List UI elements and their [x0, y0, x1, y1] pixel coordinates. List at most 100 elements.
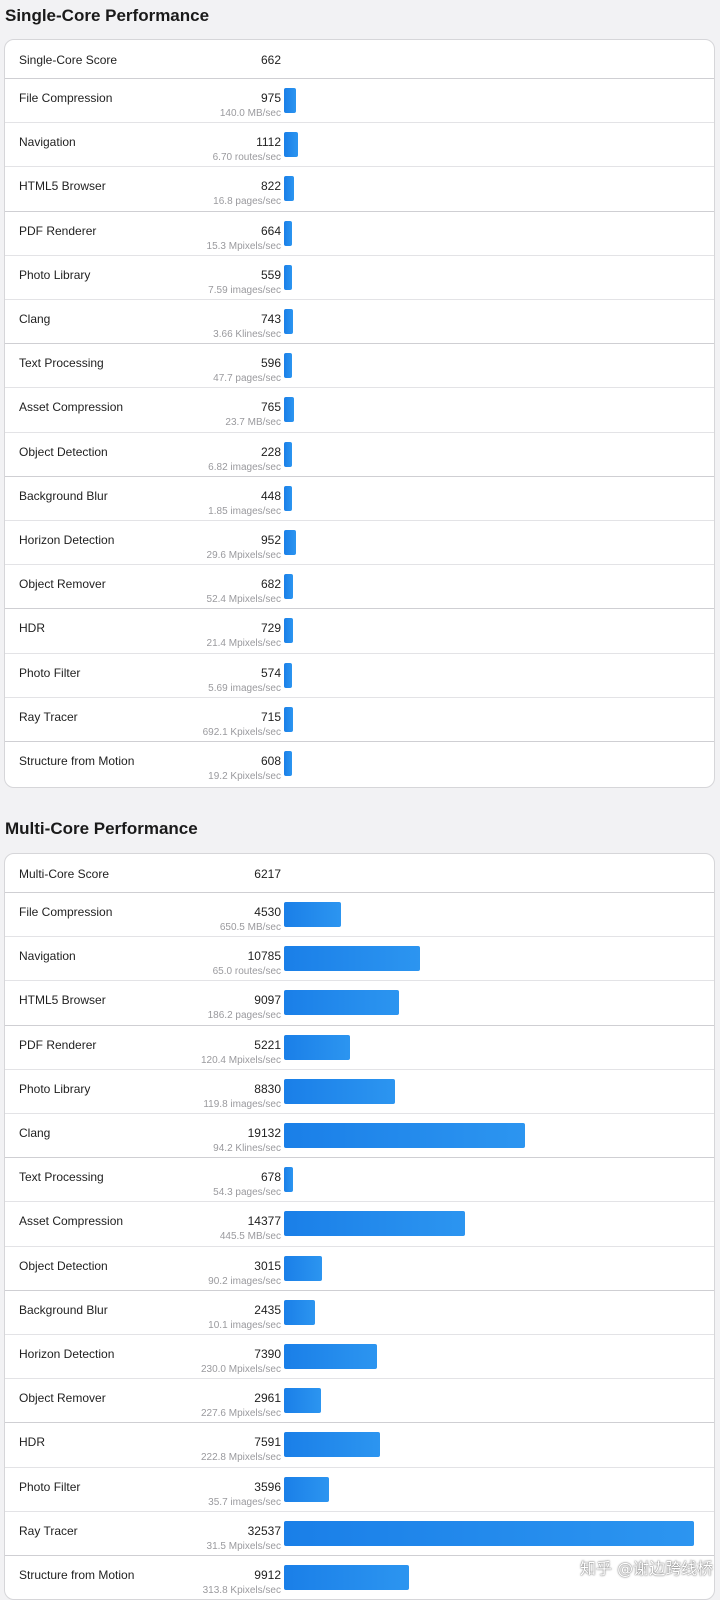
benchmark-rate: 186.2 pages/sec	[207, 1010, 281, 1022]
benchmark-bar	[284, 574, 293, 600]
benchmark-bar	[284, 1388, 321, 1414]
benchmark-bar	[284, 1211, 465, 1237]
benchmark-score: 32537	[247, 1523, 281, 1538]
benchmark-rate: 1.85 images/sec	[208, 505, 281, 517]
benchmark-row: Object Detection 3015 90.2 images/sec	[5, 1247, 714, 1291]
multi-core-score-label: Multi-Core Score	[19, 867, 110, 881]
benchmark-score: 664	[260, 223, 281, 238]
benchmark-row: HTML5 Browser 9097 186.2 pages/sec	[5, 981, 714, 1026]
benchmark-row: HTML5 Browser 822 16.8 pages/sec	[5, 167, 714, 212]
benchmark-bar	[284, 1034, 350, 1060]
benchmark-row: Ray Tracer 715 692.1 Kpixels/sec	[5, 698, 714, 742]
benchmark-score: 743	[260, 312, 281, 326]
benchmark-row: HDR 7591 222.8 Mpixels/sec	[5, 1423, 714, 1468]
benchmark-row: Object Remover 682 52.4 Mpixels/sec	[5, 565, 714, 610]
benchmark-score: 596	[260, 356, 281, 371]
benchmark-score: 574	[260, 665, 281, 680]
benchmark-row: Object Remover 2961 227.6 Mpixels/sec	[5, 1379, 714, 1424]
benchmark-name: Ray Tracer	[19, 709, 78, 724]
benchmark-name: Clang	[19, 1126, 51, 1140]
benchmark-bar	[284, 88, 296, 113]
benchmark-row: Navigation 10785 65.0 routes/sec	[5, 937, 714, 982]
benchmark-row: PDF Renderer 5221 120.4 Mpixels/sec	[5, 1026, 714, 1070]
benchmark-bar	[284, 946, 420, 972]
benchmark-rate: 5.69 images/sec	[208, 682, 281, 694]
benchmark-bar	[284, 1432, 380, 1458]
benchmark-score: 4530	[254, 905, 281, 919]
benchmark-rate: 19.2 Kpixels/sec	[208, 771, 281, 782]
benchmark-name: Navigation	[19, 135, 76, 150]
multi-core-title: Multi-Core Performance	[5, 819, 198, 838]
benchmark-bar	[284, 1299, 315, 1325]
multi-core-card: Multi-Core Score 6217 File Compression 45…	[4, 853, 715, 1600]
benchmark-bar	[284, 485, 292, 511]
benchmark-score: 10785	[247, 949, 281, 964]
benchmark-bar	[284, 1520, 694, 1546]
benchmark-name: Asset Compression	[19, 400, 124, 415]
benchmark-rate: 23.7 MB/sec	[225, 417, 281, 429]
benchmark-name: Text Processing	[19, 356, 104, 371]
benchmark-bar	[284, 902, 341, 927]
benchmark-bar	[284, 220, 292, 246]
benchmark-rate: 47.7 pages/sec	[213, 373, 281, 385]
benchmark-rate: 16.8 pages/sec	[213, 196, 281, 208]
benchmark-rate: 35.7 images/sec	[208, 1496, 281, 1508]
benchmark-score: 7591	[254, 1435, 281, 1450]
benchmark-rate: 10.1 images/sec	[208, 1319, 281, 1331]
benchmark-score: 9912	[254, 1568, 281, 1582]
benchmark-row: Clang 19132 94.2 Klines/sec	[5, 1114, 714, 1159]
benchmark-name: Text Processing	[19, 1170, 104, 1185]
benchmark-rate: 140.0 MB/sec	[219, 108, 281, 119]
benchmark-score: 952	[260, 533, 281, 547]
multi-core-score-value: 6217	[254, 867, 281, 881]
benchmark-bar	[284, 1476, 329, 1502]
benchmark-score: 2961	[254, 1391, 281, 1406]
benchmark-score: 19132	[247, 1126, 281, 1140]
benchmark-name: HDR	[19, 621, 45, 636]
benchmark-bar	[284, 530, 296, 555]
benchmark-score: 682	[260, 577, 281, 592]
benchmark-row: File Compression 975 140.0 MB/sec	[5, 79, 714, 124]
benchmark-name: PDF Renderer	[19, 223, 97, 238]
benchmark-rate: 21.4 Mpixels/sec	[206, 638, 281, 650]
benchmark-name: HDR	[19, 1435, 45, 1450]
benchmark-rate: 222.8 Mpixels/sec	[200, 1452, 281, 1464]
benchmark-row: Text Processing 678 54.3 pages/sec	[5, 1158, 714, 1203]
benchmark-score: 975	[260, 91, 281, 105]
benchmark-score: 678	[260, 1170, 281, 1185]
benchmark-name: Photo Library	[19, 1081, 91, 1096]
benchmark-name: Object Detection	[19, 1258, 108, 1273]
benchmark-bar	[284, 706, 293, 732]
watermark-text: 知乎 @谢边跨线桥	[580, 1559, 714, 1578]
benchmark-bar	[284, 264, 292, 290]
benchmark-rate: 29.6 Mpixels/sec	[206, 550, 281, 561]
benchmark-score: 715	[260, 709, 281, 724]
benchmark-row: Photo Filter 574 5.69 images/sec	[5, 654, 714, 698]
benchmark-bar	[284, 132, 298, 158]
benchmark-bar	[284, 353, 292, 379]
benchmark-row: Photo Filter 3596 35.7 images/sec	[5, 1468, 714, 1512]
benchmark-score: 5221	[254, 1037, 281, 1052]
benchmark-bar	[284, 1565, 409, 1590]
benchmark-rate: 6.70 routes/sec	[212, 152, 281, 164]
benchmark-bar	[284, 1255, 322, 1281]
single-core-score-label: Single-Core Score	[19, 53, 118, 67]
benchmark-rate: 65.0 routes/sec	[212, 966, 281, 978]
benchmark-rate: 445.5 MB/sec	[219, 1231, 281, 1243]
benchmark-name: Ray Tracer	[19, 1523, 78, 1538]
benchmark-bar	[284, 751, 292, 776]
benchmark-name: Background Blur	[19, 488, 108, 503]
benchmark-name: Asset Compression	[19, 1214, 124, 1229]
benchmark-score: 765	[260, 400, 281, 415]
benchmark-name: File Compression	[19, 91, 113, 105]
benchmark-rate: 7.59 images/sec	[208, 284, 281, 296]
benchmark-name: Object Detection	[19, 444, 108, 459]
benchmark-rate: 692.1 Kpixels/sec	[202, 726, 281, 738]
benchmark-rate: 31.5 Mpixels/sec	[206, 1540, 281, 1552]
single-core-score-row: Single-Core Score 662	[5, 40, 714, 79]
benchmark-name: HTML5 Browser	[19, 993, 106, 1008]
benchmark-row: Background Blur 448 1.85 images/sec	[5, 477, 714, 521]
benchmark-row: Background Blur 2435 10.1 images/sec	[5, 1291, 714, 1335]
benchmark-rate: 54.3 pages/sec	[213, 1187, 281, 1199]
benchmark-rate: 90.2 images/sec	[208, 1275, 281, 1287]
